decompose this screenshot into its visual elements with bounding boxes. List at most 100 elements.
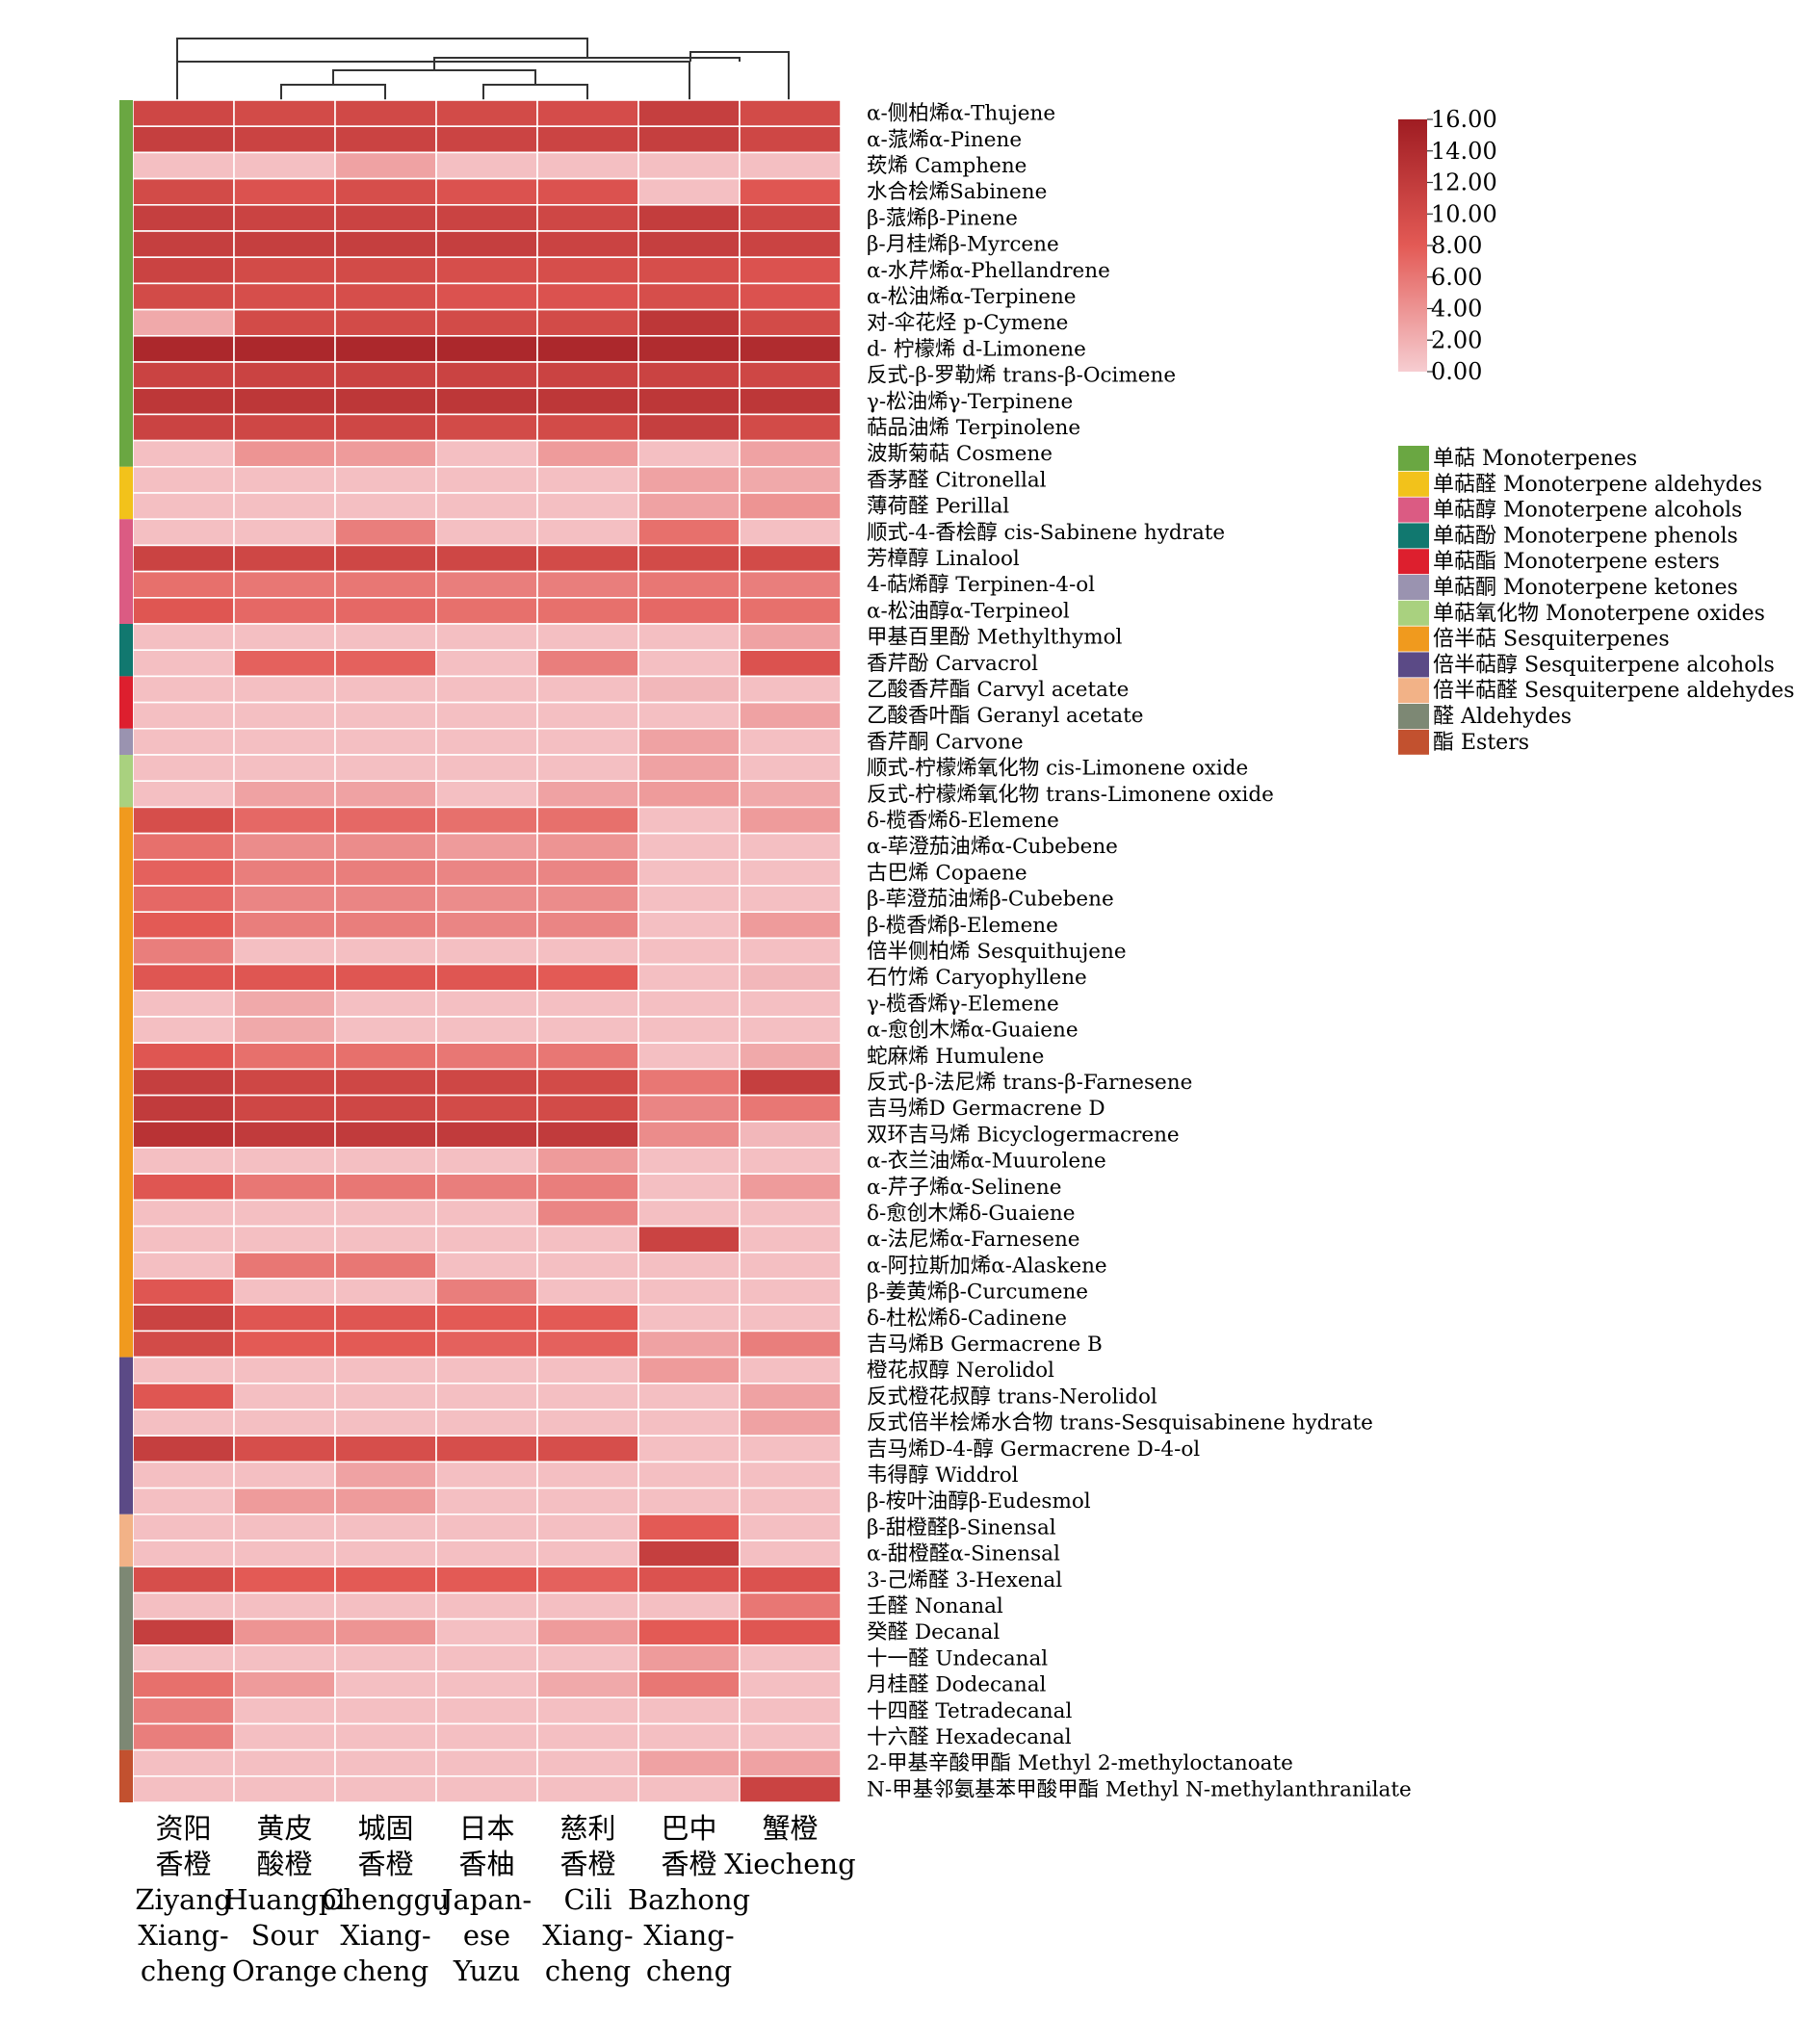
heatmap-cell bbox=[637, 649, 741, 678]
heatmap-cell bbox=[334, 623, 437, 652]
heatmap-cell bbox=[739, 1121, 842, 1149]
heatmap-cell bbox=[739, 1775, 842, 1803]
heatmap-cell bbox=[435, 649, 538, 678]
heatmap-cell bbox=[233, 1618, 336, 1646]
heatmap-cell bbox=[739, 1173, 842, 1202]
heatmap-cell bbox=[637, 675, 741, 704]
column-label: Xiang- bbox=[542, 1919, 633, 1952]
heatmap-cell bbox=[233, 1068, 336, 1097]
heatmap-cell bbox=[233, 780, 336, 809]
heatmap-cell bbox=[536, 1121, 639, 1149]
heatmap-cell bbox=[132, 596, 235, 625]
heatmap-cell bbox=[132, 1409, 235, 1437]
legend-label: 单萜氧化物 Monoterpene oxides bbox=[1433, 602, 1765, 626]
group-bar-segment bbox=[119, 728, 133, 755]
heatmap-cell bbox=[334, 1173, 437, 1202]
row-label: 甲基百里酚 Methylthymol bbox=[867, 626, 1123, 650]
heatmap-cell bbox=[435, 1173, 538, 1202]
heatmap-cell bbox=[536, 361, 639, 390]
heatmap-cell bbox=[536, 1696, 639, 1725]
heatmap-cell bbox=[536, 1252, 639, 1280]
heatmap-cell bbox=[435, 1409, 538, 1437]
heatmap-cell bbox=[435, 1016, 538, 1045]
heatmap-cell bbox=[536, 1147, 639, 1176]
heatmap-cell bbox=[637, 963, 741, 992]
heatmap-cell bbox=[334, 1670, 437, 1699]
heatmap-cell bbox=[132, 1173, 235, 1202]
heatmap-cell bbox=[132, 1304, 235, 1333]
heatmap-cell bbox=[637, 1409, 741, 1437]
heatmap-cell bbox=[334, 492, 437, 521]
heatmap-cell bbox=[637, 151, 741, 180]
heatmap-cell bbox=[739, 754, 842, 783]
group-bar-segment bbox=[119, 807, 133, 1358]
colorbar-tick-label: 6.00 bbox=[1431, 264, 1482, 291]
row-label: 波斯菊萜 Cosmene bbox=[867, 442, 1053, 466]
heatmap-cell bbox=[536, 911, 639, 940]
column-label: Huangpi bbox=[223, 1883, 345, 1916]
heatmap-cell bbox=[739, 1670, 842, 1699]
row-label: β-甜橙醛β-Sinensal bbox=[867, 1515, 1056, 1540]
legend-swatch bbox=[1398, 678, 1429, 704]
heatmap-cell bbox=[132, 858, 235, 887]
heatmap-cell bbox=[233, 282, 336, 311]
heatmap-cell bbox=[637, 439, 741, 468]
heatmap-cell bbox=[637, 1618, 741, 1646]
heatmap-cell bbox=[132, 727, 235, 756]
heatmap-cell bbox=[334, 177, 437, 206]
heatmap-cell bbox=[334, 727, 437, 756]
heatmap-cell bbox=[334, 937, 437, 966]
column-label: Xiecheng bbox=[724, 1848, 855, 1880]
heatmap-cell bbox=[132, 334, 235, 363]
row-label: 反式-柠檬烯氧化物 trans-Limonene oxide bbox=[867, 783, 1274, 807]
heatmap-cell bbox=[739, 1068, 842, 1097]
heatmap-cell bbox=[637, 1199, 741, 1228]
heatmap-cell bbox=[334, 1461, 437, 1489]
group-bar-segment bbox=[119, 755, 133, 808]
heatmap-cell bbox=[334, 544, 437, 573]
heatmap-cell bbox=[233, 911, 336, 940]
heatmap-cell bbox=[739, 1487, 842, 1515]
heatmap-cell bbox=[334, 256, 437, 285]
heatmap-cell bbox=[536, 1304, 639, 1333]
row-label: 水合桧烯Sabinene bbox=[867, 180, 1047, 204]
heatmap-cell bbox=[334, 387, 437, 416]
heatmap-cell bbox=[233, 858, 336, 887]
heatmap-cell bbox=[435, 570, 538, 599]
heatmap-cell bbox=[536, 858, 639, 887]
heatmap-cell bbox=[334, 1304, 437, 1333]
row-label: 月桂醛 Dodecanal bbox=[867, 1673, 1047, 1697]
legend-swatch bbox=[1398, 471, 1429, 497]
legend-label: 单萜酚 Monoterpene phenols bbox=[1433, 524, 1738, 548]
row-label: α-芹子烯α-Selinene bbox=[867, 1176, 1061, 1200]
row-label: 吉马烯B Germacrene B bbox=[867, 1333, 1103, 1357]
heatmap-cell bbox=[132, 1225, 235, 1254]
row-label: α-甜橙醛α-Sinensal bbox=[867, 1542, 1060, 1566]
heatmap-cell bbox=[739, 937, 842, 966]
heatmap-cell bbox=[637, 596, 741, 625]
heatmap-cell bbox=[132, 1278, 235, 1307]
heatmap-cell bbox=[233, 1748, 336, 1777]
row-label: 乙酸香叶酯 Geranyl acetate bbox=[867, 704, 1143, 728]
heatmap-cell bbox=[334, 413, 437, 442]
heatmap-cell bbox=[334, 308, 437, 337]
heatmap-cell bbox=[233, 99, 336, 128]
heatmap-cell bbox=[637, 465, 741, 494]
column-label: Chenggu bbox=[322, 1883, 450, 1916]
column-label: Cili bbox=[563, 1883, 611, 1916]
heatmap-cell bbox=[637, 780, 741, 809]
heatmap-cell bbox=[536, 282, 639, 311]
row-label: 十六醛 Hexadecanal bbox=[867, 1725, 1072, 1749]
row-label: α-法尼烯α-Farnesene bbox=[867, 1228, 1080, 1252]
heatmap-cell bbox=[739, 1330, 842, 1359]
heatmap-cell bbox=[435, 387, 538, 416]
heatmap-cell bbox=[637, 937, 741, 966]
heatmap-cell bbox=[435, 1696, 538, 1725]
heatmap-cell bbox=[637, 885, 741, 914]
heatmap-cell bbox=[637, 256, 741, 285]
heatmap-cell bbox=[536, 1383, 639, 1411]
heatmap-cell bbox=[637, 1252, 741, 1280]
row-label: 薄荷醛 Perillal bbox=[867, 495, 1009, 519]
heatmap-cell bbox=[233, 151, 336, 180]
row-label: 双环吉马烯 Bicyclogermacrene bbox=[867, 1123, 1180, 1147]
